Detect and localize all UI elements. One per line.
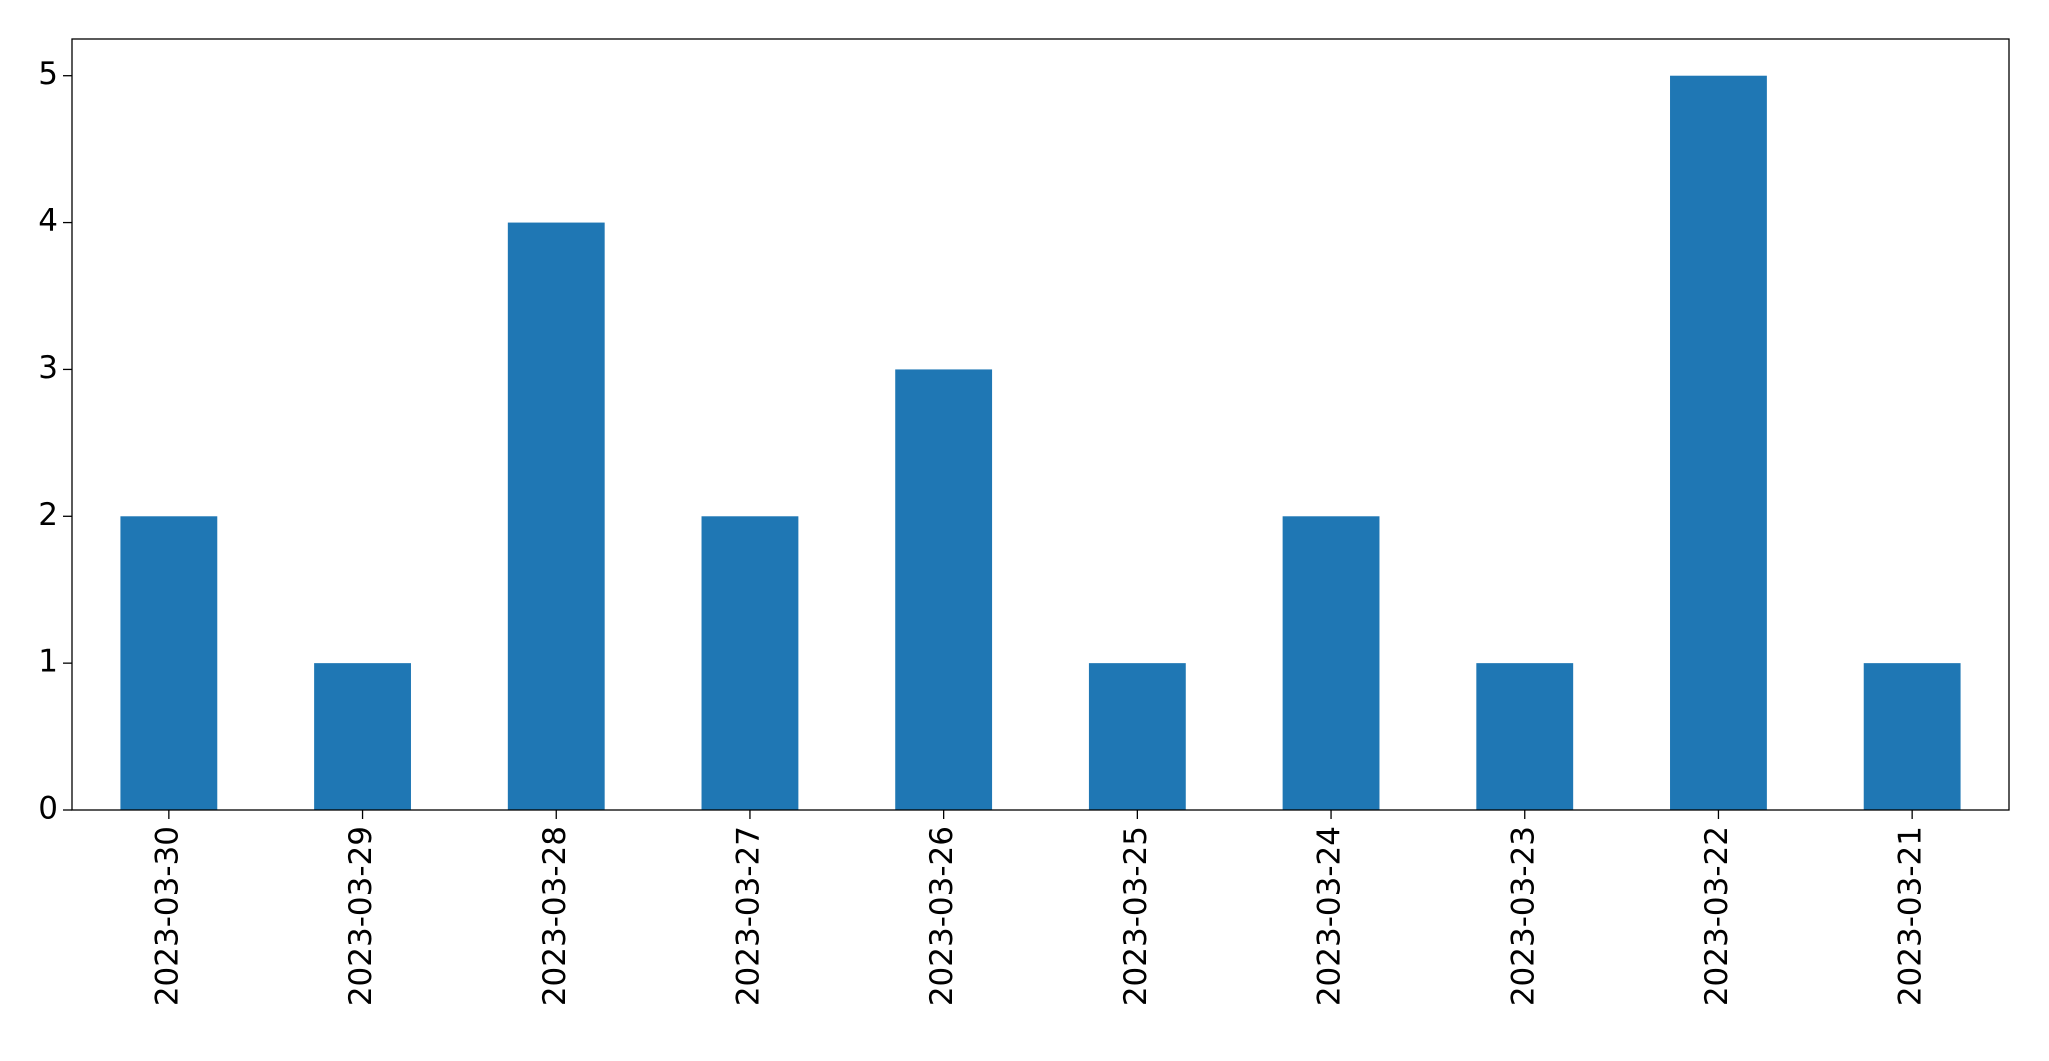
x-tick-label: 2023-03-27: [730, 826, 766, 1006]
bar: [1088, 663, 1186, 810]
x-tick-label: 2023-03-23: [1505, 826, 1541, 1006]
y-tick-label: 0: [38, 791, 58, 827]
bar: [1670, 75, 1767, 810]
bar: [1863, 663, 1961, 810]
x-tick-label: 2023-03-26: [924, 826, 960, 1006]
bar: [120, 516, 218, 810]
plot-frame: [71, 38, 2010, 811]
x-tick-label: 2023-03-30: [149, 826, 185, 1006]
x-tick-label: 2023-03-29: [343, 826, 379, 1006]
bar: [507, 222, 605, 811]
x-tick-label: 2023-03-21: [1893, 826, 1929, 1006]
x-tick-label: 2023-03-25: [1118, 826, 1154, 1006]
bar: [895, 369, 993, 810]
y-tick-label: 2: [38, 497, 58, 533]
bar: [1282, 516, 1380, 810]
bar: [701, 516, 799, 810]
y-tick-label: 3: [38, 350, 58, 386]
y-tick-label: 5: [38, 56, 58, 92]
y-tick-label: 4: [38, 203, 58, 239]
bar: [314, 663, 411, 810]
y-tick-label: 1: [38, 644, 58, 680]
x-tick-label: 2023-03-24: [1312, 826, 1348, 1006]
x-tick-label: 2023-03-28: [537, 826, 573, 1006]
x-tick-label: 2023-03-22: [1699, 826, 1735, 1006]
bar: [1476, 663, 1574, 810]
